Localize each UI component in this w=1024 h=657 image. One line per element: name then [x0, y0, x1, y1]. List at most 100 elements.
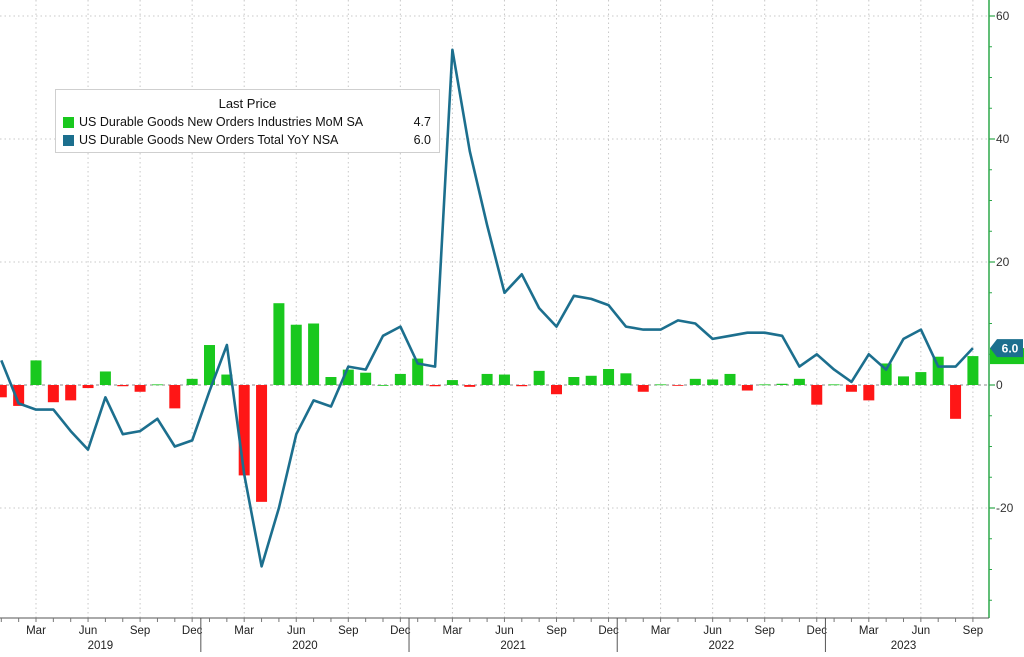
mom-bar: [99, 371, 111, 385]
mom-bar: [13, 385, 25, 406]
x-tick-label: Jun: [703, 625, 722, 637]
year-label: 2020: [292, 640, 318, 652]
mom-bar: [360, 372, 372, 385]
legend-swatch-mom: [63, 116, 74, 128]
mom-bars: [0, 303, 979, 502]
mom-bar: [30, 360, 42, 385]
mom-bar: [967, 356, 979, 385]
x-tick-label: Mar: [26, 625, 46, 637]
mom-bar: [273, 303, 285, 385]
mom-bar: [221, 374, 233, 385]
mom-bar: [394, 373, 406, 385]
x-tick-label: Sep: [754, 625, 774, 637]
x-tick-label: Jun: [912, 625, 931, 637]
mom-bar: [672, 385, 684, 386]
mom-bar: [793, 378, 805, 385]
mom-bar: [655, 384, 667, 386]
mom-bar: [516, 385, 528, 387]
mom-bar: [308, 323, 320, 385]
y-tick-label: 20: [996, 255, 1010, 269]
x-tick-label: Jun: [495, 625, 514, 637]
mom-bar: [759, 384, 771, 386]
mom-bar: [637, 385, 649, 392]
mom-bar: [204, 345, 215, 385]
mom-bar: [898, 376, 909, 385]
mom-bar: [325, 377, 337, 385]
mom-bar: [429, 385, 441, 387]
mom-bar: [707, 379, 719, 385]
mom-bar: [880, 363, 892, 385]
x-tick-label: Dec: [598, 625, 619, 637]
legend-title: Last Price: [218, 96, 277, 111]
mom-bar: [811, 385, 823, 405]
mom-bar: [863, 385, 875, 401]
x-tick-label: Sep: [338, 625, 358, 637]
legend-label-yoy: US Durable Goods New Orders Total YoY NS…: [79, 133, 339, 147]
mom-bar: [915, 372, 927, 385]
x-tick-label: Dec: [390, 625, 411, 637]
mom-bar: [533, 370, 545, 385]
mom-bar: [932, 356, 944, 385]
mom-bar: [689, 378, 701, 385]
y-tick-label: -20: [996, 501, 1014, 515]
mom-bar: [551, 385, 562, 395]
year-label: 2021: [500, 640, 526, 652]
mom-bar: [0, 385, 7, 398]
legend: Last Price US Durable Goods New Orders I…: [55, 89, 440, 153]
mom-bar: [134, 385, 146, 392]
mom-bar: [950, 385, 962, 419]
mom-bar: [117, 385, 129, 387]
last-value-tag-yoy-label: 6.0: [1002, 342, 1019, 356]
legend-value-mom: 4.7: [413, 115, 431, 129]
yoy-line-path: [0, 48, 974, 568]
x-axis: Mar Jun Sep Dec Mar Jun Sep Dec Mar Jun Sep Dec Mar J…: [0, 617, 989, 652]
mom-bar: [828, 384, 840, 386]
mom-bar: [585, 375, 597, 385]
mom-bar: [724, 373, 736, 385]
x-tick-label: Sep: [546, 625, 566, 637]
mom-bar: [82, 385, 94, 389]
mom-bar: [741, 385, 753, 391]
x-tick-label: Sep: [130, 625, 150, 637]
x-tick-label: Sep: [963, 625, 983, 637]
x-tick-label: Mar: [651, 625, 671, 637]
mom-bar: [238, 385, 250, 476]
x-tick-label: Dec: [807, 625, 828, 637]
mom-bar: [603, 369, 615, 385]
x-tick-label: Mar: [234, 625, 254, 637]
mom-bar: [186, 378, 198, 385]
mom-bar: [446, 380, 458, 385]
x-tick-label: Jun: [79, 625, 98, 637]
legend-value-yoy: 6.0: [413, 133, 431, 147]
legend-item-yoy: US Durable Goods New Orders Total YoY NS…: [63, 132, 431, 148]
mom-bar: [290, 324, 302, 385]
legend-item-mom: US Durable Goods New Orders Industries M…: [63, 114, 431, 130]
mom-bar: [169, 385, 181, 409]
mom-bar: [412, 358, 424, 385]
y-tick-label: 40: [996, 132, 1010, 146]
x-tick-label: Mar: [859, 625, 879, 637]
mom-bar: [620, 373, 632, 385]
mom-bar: [377, 385, 389, 386]
mom-bar: [256, 385, 268, 502]
last-value-tag-yoy: [990, 339, 1023, 358]
x-tick-label: Mar: [442, 625, 462, 637]
mom-bar: [342, 369, 354, 385]
mom-bar: [464, 385, 476, 387]
mom-bar: [481, 373, 493, 385]
legend-swatch-yoy: [63, 134, 74, 146]
year-label: 2019: [88, 640, 114, 652]
y-tick-label: 60: [996, 9, 1010, 23]
x-tick-label: Dec: [182, 625, 203, 637]
mom-bar: [568, 377, 580, 385]
y-tick-label: 0: [996, 378, 1003, 392]
last-value-tags: 6.0: [990, 339, 1024, 365]
legend-label-mom: US Durable Goods New Orders Industries M…: [79, 115, 364, 129]
year-label: 2023: [891, 640, 917, 652]
x-tick-label: Jun: [287, 625, 306, 637]
y-axis: 60 40 20 0 -20: [988, 0, 1014, 618]
mom-bar: [845, 385, 857, 392]
year-label: 2022: [709, 640, 735, 652]
